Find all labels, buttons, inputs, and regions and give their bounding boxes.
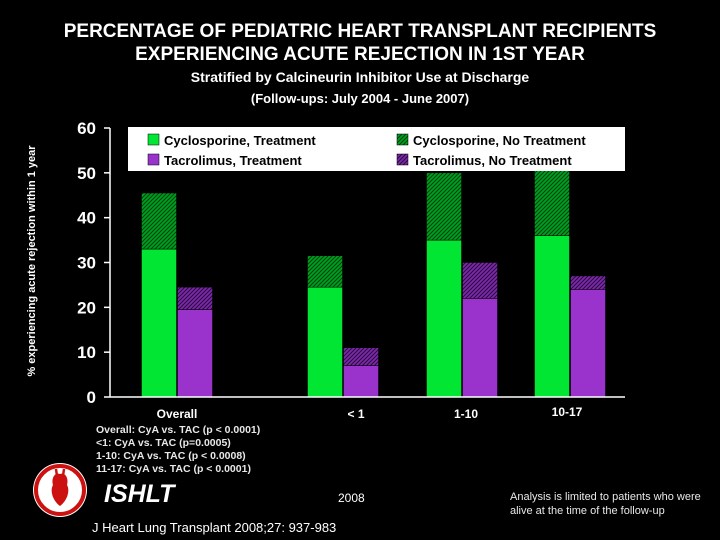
- y-tick-label: 30: [77, 254, 96, 273]
- stat-line: 11-17: CyA vs. TAC (p < 0.0001): [96, 463, 251, 475]
- legend-swatch: [147, 153, 160, 166]
- stat-line: <1: CyA vs. TAC (p=0.0005): [96, 437, 231, 449]
- followup-period: (Follow-ups: July 2004 - June 2007): [250, 91, 470, 106]
- bar-cyclosporine-treatment: [534, 235, 570, 398]
- bar-tacrolimus-no-treatment: [177, 286, 213, 310]
- chart-title-line2: EXPERIENCING ACUTE REJECTION IN 1ST YEAR: [135, 44, 585, 65]
- y-tick-label: 40: [77, 209, 96, 228]
- bar-tacrolimus-treatment: [343, 365, 379, 398]
- bar-tacrolimus-no-treatment: [462, 262, 498, 299]
- legend-label: Tacrolimus, Treatment: [164, 153, 302, 168]
- bar-cyclosporine-no-treatment: [141, 192, 177, 250]
- y-tick-label: 50: [77, 164, 96, 183]
- bar-tacrolimus-treatment: [462, 298, 498, 398]
- statistics-block: Overall: CyA vs. TAC (p < 0.0001) <1: Cy…: [96, 424, 260, 476]
- journal-citation: J Heart Lung Transplant 2008;27: 937-983: [92, 520, 337, 535]
- chart-subtitle: Stratified by Calcineurin Inhibitor Use …: [190, 69, 530, 85]
- x-tick-label: Overall: [157, 407, 198, 421]
- x-tick-label: < 1: [347, 407, 364, 421]
- analysis-note: Analysis is limited to patients who were…: [510, 491, 701, 517]
- stat-line: Overall: CyA vs. TAC (p < 0.0001): [96, 424, 261, 436]
- legend-swatch: [396, 153, 409, 166]
- legend-label: Cyclosporine, No Treatment: [413, 133, 586, 148]
- publication-year: 2008: [338, 491, 365, 505]
- bar-tacrolimus-treatment: [570, 289, 606, 398]
- legend-box: [128, 127, 625, 171]
- y-tick-label: 0: [87, 388, 96, 407]
- bar-cyclosporine-treatment: [141, 248, 177, 398]
- chart-title-line1: PERCENTAGE OF PEDIATRIC HEART TRANSPLANT…: [63, 21, 657, 42]
- legend-swatch: [147, 133, 160, 146]
- y-tick-label: 60: [77, 119, 96, 138]
- bar-cyclosporine-no-treatment: [534, 168, 570, 236]
- bar-tacrolimus-treatment: [177, 309, 213, 398]
- stat-line: 1-10: CyA vs. TAC (p < 0.0008): [96, 450, 246, 462]
- bar-cyclosporine-treatment: [307, 286, 343, 398]
- ishlt-logo-text: ISHLT: [104, 480, 175, 508]
- bar-cyclosporine-no-treatment: [307, 255, 343, 288]
- bar-cyclosporine-treatment: [426, 239, 462, 398]
- y-tick-label: 10: [77, 343, 96, 362]
- x-tick-label: 10-17: [552, 405, 583, 419]
- y-tick-label: 20: [77, 298, 96, 317]
- x-tick-label: 1-10: [454, 407, 478, 421]
- bar-cyclosporine-no-treatment: [426, 172, 462, 241]
- legend-swatch: [396, 133, 409, 146]
- bar-tacrolimus-no-treatment: [570, 275, 606, 290]
- legend-label: Cyclosporine, Treatment: [164, 133, 316, 148]
- bar-tacrolimus-no-treatment: [343, 347, 379, 366]
- ishlt-logo-icon: [33, 463, 87, 517]
- legend-label: Tacrolimus, No Treatment: [413, 153, 572, 168]
